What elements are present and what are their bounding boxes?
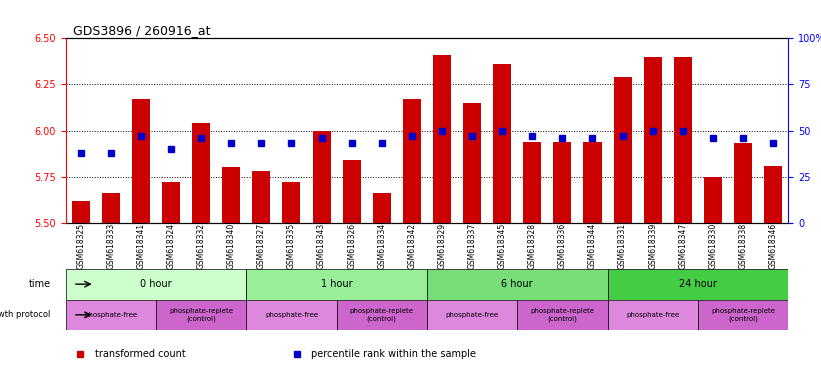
Text: GSM618330: GSM618330 <box>709 223 718 269</box>
Text: 24 hour: 24 hour <box>679 279 717 289</box>
Text: 6 hour: 6 hour <box>502 279 533 289</box>
Bar <box>373 193 391 223</box>
Text: GSM618338: GSM618338 <box>739 223 747 269</box>
FancyBboxPatch shape <box>517 300 608 330</box>
Text: GSM618339: GSM618339 <box>649 223 657 269</box>
Text: GSM618342: GSM618342 <box>407 223 416 269</box>
Text: phosphate-replete
(control): phosphate-replete (control) <box>169 308 233 322</box>
Text: phosphate-free: phosphate-free <box>446 312 498 318</box>
Bar <box>674 57 692 223</box>
Text: GSM618337: GSM618337 <box>468 223 476 269</box>
Bar <box>644 57 662 223</box>
Bar <box>463 103 481 223</box>
Bar <box>433 55 451 223</box>
Text: phosphate-free: phosphate-free <box>265 312 318 318</box>
Text: GSM618326: GSM618326 <box>347 223 356 269</box>
Text: GSM618329: GSM618329 <box>438 223 447 269</box>
Text: GSM618335: GSM618335 <box>287 223 296 269</box>
FancyBboxPatch shape <box>427 300 517 330</box>
Bar <box>71 200 89 223</box>
Bar <box>313 131 331 223</box>
Bar <box>102 193 120 223</box>
Text: GSM618341: GSM618341 <box>136 223 145 269</box>
Text: phosphate-free: phosphate-free <box>85 312 137 318</box>
Text: GSM618343: GSM618343 <box>317 223 326 269</box>
Bar <box>523 142 541 223</box>
Text: 0 hour: 0 hour <box>140 279 172 289</box>
FancyBboxPatch shape <box>427 269 608 300</box>
Text: growth protocol: growth protocol <box>0 310 51 319</box>
Text: GSM618328: GSM618328 <box>528 223 537 269</box>
Text: transformed count: transformed count <box>94 349 186 359</box>
Text: GSM618344: GSM618344 <box>588 223 597 269</box>
FancyBboxPatch shape <box>608 269 788 300</box>
Text: GSM618347: GSM618347 <box>678 223 687 269</box>
Text: phosphate-replete
(control): phosphate-replete (control) <box>350 308 414 322</box>
Text: GSM618334: GSM618334 <box>378 223 386 269</box>
Text: GSM618324: GSM618324 <box>167 223 176 269</box>
FancyBboxPatch shape <box>337 300 427 330</box>
Bar <box>403 99 421 223</box>
Bar <box>613 77 631 223</box>
Bar <box>493 64 511 223</box>
Text: percentile rank within the sample: percentile rank within the sample <box>311 349 476 359</box>
Text: GSM618345: GSM618345 <box>498 223 507 269</box>
Text: GSM618333: GSM618333 <box>107 223 115 269</box>
Bar <box>704 177 722 223</box>
Bar <box>342 160 360 223</box>
Text: GSM618346: GSM618346 <box>768 223 777 269</box>
Text: GSM618325: GSM618325 <box>76 223 85 269</box>
Text: 1 hour: 1 hour <box>321 279 352 289</box>
Bar <box>584 142 602 223</box>
Bar <box>553 142 571 223</box>
FancyBboxPatch shape <box>66 269 246 300</box>
FancyBboxPatch shape <box>698 300 788 330</box>
Bar <box>252 171 270 223</box>
Text: phosphate-replete
(control): phosphate-replete (control) <box>530 308 594 322</box>
Bar <box>764 166 782 223</box>
Text: GSM618340: GSM618340 <box>227 223 236 269</box>
Bar <box>222 167 241 223</box>
Text: GSM618336: GSM618336 <box>558 223 566 269</box>
FancyBboxPatch shape <box>66 300 156 330</box>
Text: phosphate-free: phosphate-free <box>626 312 679 318</box>
FancyBboxPatch shape <box>246 300 337 330</box>
FancyBboxPatch shape <box>156 300 246 330</box>
Bar <box>734 144 752 223</box>
FancyBboxPatch shape <box>608 300 698 330</box>
Bar <box>132 99 150 223</box>
Text: GSM618332: GSM618332 <box>197 223 205 269</box>
Bar <box>162 182 180 223</box>
Bar <box>192 123 210 223</box>
Text: GSM618331: GSM618331 <box>618 223 627 269</box>
Bar <box>282 182 300 223</box>
Text: phosphate-replete
(control): phosphate-replete (control) <box>711 308 775 322</box>
Text: GDS3896 / 260916_at: GDS3896 / 260916_at <box>73 24 210 37</box>
Text: time: time <box>29 279 51 289</box>
Text: GSM618327: GSM618327 <box>257 223 266 269</box>
FancyBboxPatch shape <box>246 269 427 300</box>
